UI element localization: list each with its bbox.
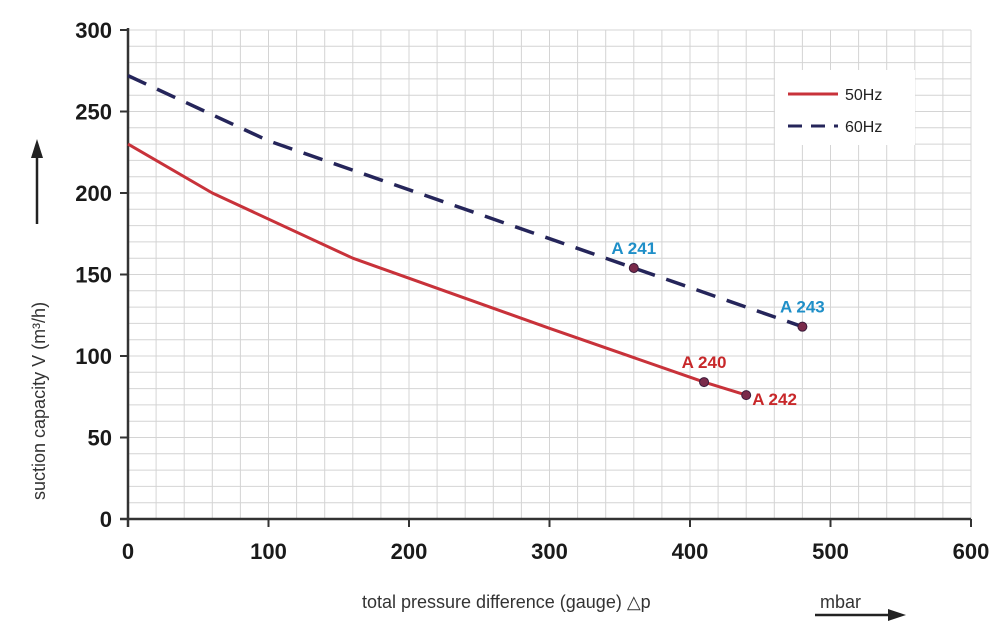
x-tick-label: 0 xyxy=(122,539,134,564)
data-point xyxy=(699,377,710,388)
x-tick-label: 400 xyxy=(672,539,709,564)
y-axis-arrow-icon xyxy=(31,139,43,224)
legend: 50Hz 60Hz xyxy=(775,70,915,145)
y-tick-label: 150 xyxy=(75,263,112,288)
annotations: A 240 A 242 A 241 A 243 xyxy=(611,239,824,409)
y-tick-label: 300 xyxy=(75,18,112,43)
x-axis-unit: mbar xyxy=(820,592,861,612)
y-tick-label: 0 xyxy=(100,507,112,532)
data-point xyxy=(741,390,752,401)
x-tick-label: 500 xyxy=(812,539,849,564)
y-tick-label: 100 xyxy=(75,344,112,369)
x-tick-label: 300 xyxy=(531,539,568,564)
annotation-label: A 243 xyxy=(780,298,825,317)
y-axis-title: suction capacity V (m³/h) xyxy=(29,302,49,500)
x-tick-label: 100 xyxy=(250,539,287,564)
axes: 0 100 200 300 400 500 600 0 50 100 150 200 250 300 xyxy=(75,18,989,564)
annotation-label: A 240 xyxy=(682,353,727,372)
y-tick-label: 50 xyxy=(88,426,112,451)
y-tick-label: 200 xyxy=(75,181,112,206)
series-group xyxy=(127,74,803,397)
x-axis-title: total pressure difference (gauge) △p xyxy=(362,592,651,612)
y-tick-label: 250 xyxy=(75,100,112,125)
axis-titles: total pressure difference (gauge) △p mba… xyxy=(29,139,906,621)
series-line-60hz xyxy=(127,74,803,329)
data-point xyxy=(797,321,808,332)
x-tick-label: 200 xyxy=(391,539,428,564)
x-axis-arrow-icon xyxy=(815,609,906,621)
legend-label: 60Hz xyxy=(845,119,882,136)
legend-label: 50Hz xyxy=(845,87,882,104)
annotation-label: A 241 xyxy=(611,239,656,258)
x-tick-label: 600 xyxy=(953,539,990,564)
annotation-label: A 242 xyxy=(752,390,797,409)
series-line-50hz xyxy=(127,142,747,397)
data-point xyxy=(628,262,639,273)
legend-box xyxy=(775,70,915,145)
grid xyxy=(127,29,972,520)
